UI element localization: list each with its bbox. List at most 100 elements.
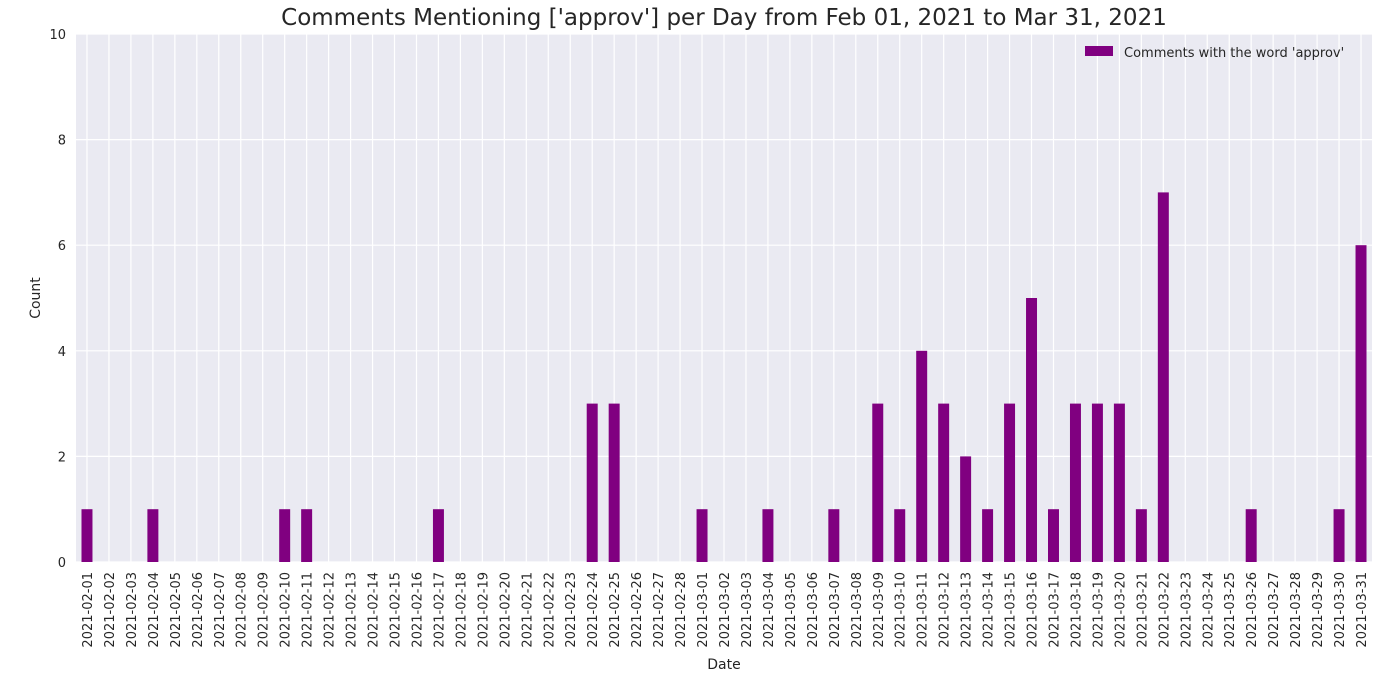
bar [762,509,774,562]
chart-title: Comments Mentioning ['approv'] per Day f… [281,5,1167,31]
y-tick-label: 6 [58,239,66,254]
x-tick-label: 2021-02-24 [586,572,601,648]
x-tick-labels: 2021-02-01 2021-02-02 2021-02-03 2021-02-04… [81,572,1370,648]
x-tick-label: 2021-03-11 [916,572,931,648]
bar [960,456,972,562]
x-tick-label: 2021-03-09 [872,572,887,648]
x-tick-label: 2021-02-26 [630,572,645,648]
x-tick-label: 2021-03-05 [784,572,799,648]
x-tick-label: 2021-02-04 [147,572,162,648]
bar [1004,403,1016,562]
x-tick-label: 2021-03-27 [1267,572,1282,648]
x-tick-label: 2021-02-02 [103,572,118,648]
x-tick-label: 2021-02-16 [410,572,425,648]
x-tick-label: 2021-03-01 [696,572,711,648]
y-tick-label: 2 [58,450,66,465]
x-tick-label: 2021-02-09 [257,572,272,648]
x-tick-label: 2021-03-20 [1113,572,1128,648]
x-tick-label: 2021-02-07 [213,572,228,648]
legend-label: Comments with the word 'approv' [1124,46,1344,61]
bar [279,509,291,562]
x-tick-label: 2021-02-25 [608,572,623,648]
bar [1091,403,1103,562]
bar [608,403,620,562]
x-tick-label: 2021-03-08 [850,572,865,648]
bar [1069,403,1081,562]
x-tick-label: 2021-03-17 [1047,572,1062,648]
x-tick-label: 2021-03-21 [1135,572,1150,648]
x-tick-label: 2021-02-20 [498,572,513,648]
x-tick-label: 2021-02-11 [301,572,316,648]
bar [586,403,598,562]
bar [696,509,708,562]
x-tick-label: 2021-03-23 [1179,572,1194,648]
x-tick-label: 2021-03-10 [894,572,909,648]
x-tick-label: 2021-03-28 [1289,572,1304,648]
x-tick-label: 2021-02-10 [279,572,294,648]
bar [1333,509,1345,562]
x-tick-label: 2021-03-12 [938,572,953,648]
y-axis-label: Count [28,277,44,319]
x-tick-label: 2021-03-16 [1026,572,1041,648]
x-tick-label: 2021-02-17 [432,572,447,648]
x-tick-label: 2021-02-28 [674,572,689,648]
x-tick-label: 2021-02-14 [367,572,382,648]
x-tick-label: 2021-02-18 [454,572,469,648]
x-tick-label: 2021-03-04 [762,572,777,648]
x-tick-label: 2021-02-08 [235,572,250,648]
x-tick-label: 2021-02-19 [476,572,491,648]
y-tick-label: 10 [49,28,66,43]
x-tick-label: 2021-03-03 [740,572,755,648]
x-tick-label: 2021-02-15 [389,572,404,648]
x-tick-label: 2021-02-13 [345,572,360,648]
bar [1355,245,1367,562]
x-tick-label: 2021-02-05 [169,572,184,648]
bar [1135,509,1147,562]
x-tick-label: 2021-03-02 [718,572,733,648]
x-tick-label: 2021-03-13 [960,572,975,648]
y-tick-label: 8 [58,134,66,149]
x-tick-label: 2021-03-19 [1091,572,1106,648]
bar [301,509,313,562]
x-tick-label: 2021-03-22 [1157,572,1172,648]
x-tick-label: 2021-03-26 [1245,572,1260,648]
bar [1026,298,1038,562]
legend: Comments with the word 'approv' [1085,46,1344,61]
bar [1113,403,1125,562]
x-tick-label: 2021-02-22 [542,572,557,648]
x-tick-label: 2021-02-27 [652,572,667,648]
bar [894,509,906,562]
x-tick-label: 2021-02-06 [191,572,206,648]
bars [81,192,1367,562]
bar [982,509,994,562]
bar [432,509,444,562]
bar [828,509,840,562]
x-tick-label: 2021-03-14 [982,572,997,648]
x-tick-label: 2021-03-25 [1223,572,1238,648]
x-axis-label: Date [707,657,740,673]
y-tick-labels: 0 2 4 6 8 10 [49,28,66,571]
x-tick-label: 2021-03-29 [1311,572,1326,648]
x-tick-label: 2021-03-30 [1333,572,1348,648]
x-tick-label: 2021-02-01 [81,572,96,648]
bar [916,350,928,562]
bar [1048,509,1059,562]
y-tick-label: 4 [58,345,66,360]
x-tick-label: 2021-02-23 [564,572,579,648]
x-tick-label: 2021-03-31 [1355,572,1370,648]
bar [1157,192,1169,562]
x-tick-label: 2021-02-21 [520,572,535,648]
x-tick-label: 2021-03-07 [828,572,843,648]
x-tick-label: 2021-02-12 [323,572,338,648]
bar [938,403,950,562]
x-tick-label: 2021-03-24 [1201,572,1216,648]
bar [872,403,884,562]
x-tick-label: 2021-02-03 [125,572,140,648]
y-tick-label: 0 [58,556,66,571]
bar [81,509,93,562]
bar [1245,509,1257,562]
legend-swatch [1085,46,1113,56]
x-tick-label: 2021-03-06 [806,572,821,648]
x-tick-label: 2021-03-15 [1004,572,1019,648]
